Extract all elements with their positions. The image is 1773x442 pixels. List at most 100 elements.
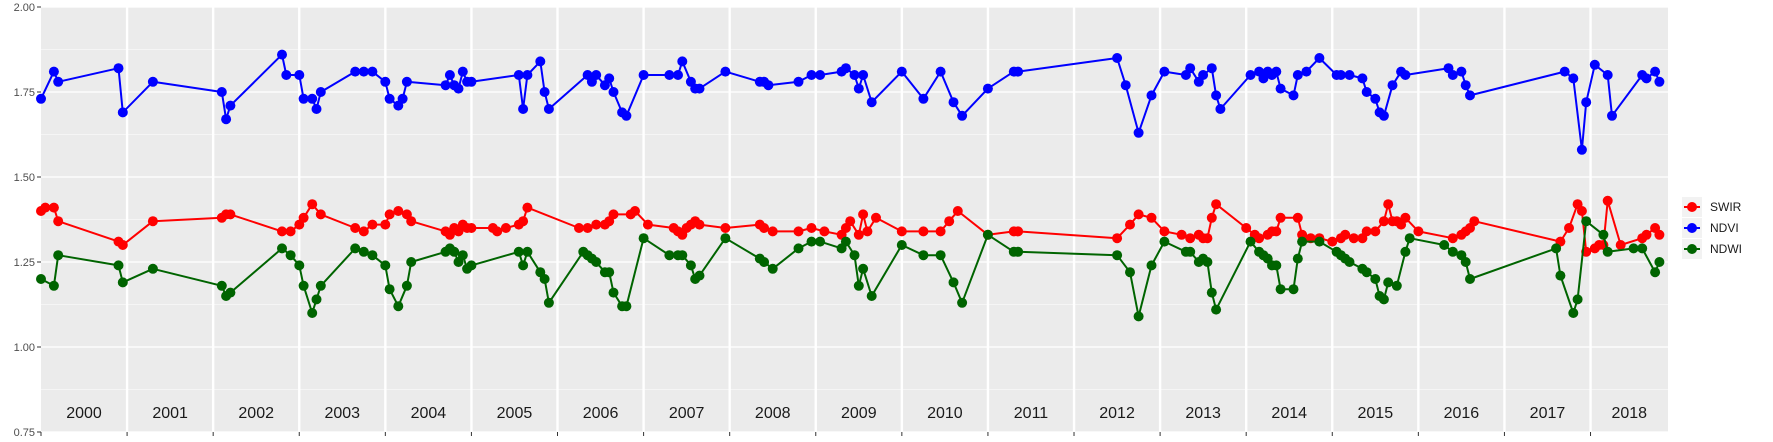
swir-point — [147, 216, 158, 227]
ndwi-point — [1551, 243, 1562, 254]
ndwi-point — [1288, 284, 1299, 295]
swir-point — [862, 226, 873, 237]
swir-point — [1602, 195, 1613, 206]
ndwi-point — [858, 263, 869, 274]
ndvi-point — [36, 93, 46, 104]
year-label: 2012 — [1099, 405, 1135, 422]
swir-point — [918, 226, 929, 237]
ndvi-point — [806, 70, 817, 80]
ndvi-point — [935, 66, 946, 77]
ndvi-point — [1568, 73, 1579, 84]
swir-point — [225, 209, 236, 220]
year-label: 2018 — [1611, 405, 1647, 422]
ndvi-point — [1120, 80, 1131, 91]
swir-point — [1112, 233, 1123, 244]
ndwi-point — [621, 301, 632, 312]
ndwi-point — [384, 284, 395, 295]
y-tick-label: 2.00 — [14, 2, 35, 14]
ndwi-point — [948, 277, 959, 288]
swir-point — [406, 216, 417, 227]
swir-point — [298, 212, 309, 223]
swir-point — [1447, 233, 1458, 244]
ndwi-point — [1206, 287, 1217, 298]
ndvi-point — [1559, 66, 1570, 77]
swir-point — [1254, 233, 1265, 244]
ndvi-point — [982, 83, 993, 94]
ndwi-point — [1404, 233, 1415, 244]
ndvi-point — [1159, 66, 1170, 77]
swir-point — [1400, 212, 1411, 223]
swir-point — [1348, 233, 1359, 244]
ndvi-point — [543, 104, 554, 114]
ndvi-point — [350, 66, 361, 77]
ndvi-point — [225, 100, 236, 111]
swir-point — [819, 226, 830, 237]
ndvi-point — [147, 76, 158, 87]
swir-point — [350, 223, 361, 233]
ndvi-point — [1361, 87, 1372, 97]
swir-point — [1370, 226, 1381, 237]
y-tick-label: 1.50 — [14, 172, 35, 184]
ndvi-point — [1460, 80, 1471, 91]
ndvi-point — [1589, 59, 1600, 70]
ndwi-point — [1245, 236, 1256, 247]
ndvi-point — [866, 97, 877, 108]
ndwi-point — [285, 250, 296, 261]
ndwi-point — [1598, 229, 1609, 240]
swir-point — [380, 219, 391, 230]
ndwi-point — [406, 257, 417, 267]
ndwi-point — [1602, 246, 1613, 257]
swir-point — [518, 216, 529, 227]
ndvi-point — [1335, 70, 1346, 80]
ndwi-point — [1628, 243, 1639, 254]
swir-point — [1340, 229, 1351, 240]
swir-point — [1576, 206, 1587, 216]
ndvi-point — [664, 70, 675, 80]
ndvi-point — [518, 104, 529, 114]
ndvi-point — [1447, 70, 1458, 80]
ndvi-point — [1215, 104, 1226, 114]
ndvi-point — [1400, 70, 1411, 80]
ndwi-point — [853, 280, 864, 291]
swir-point — [608, 209, 619, 220]
swir-point — [522, 202, 533, 213]
ndwi-point — [522, 246, 533, 257]
year-label: 2001 — [152, 405, 188, 422]
y-tick-label: 1.00 — [14, 342, 35, 354]
ndwi-point — [1460, 257, 1471, 267]
ndvi-point — [298, 93, 309, 104]
ndvi-point — [1370, 93, 1381, 104]
swir-point — [845, 216, 856, 227]
ndwi-point — [918, 250, 929, 261]
ndwi-point — [466, 260, 477, 271]
swir-point — [853, 229, 864, 240]
ndwi-point — [935, 250, 946, 261]
swir-point — [944, 216, 955, 227]
ndwi-point — [518, 260, 529, 271]
ndvi-point — [539, 87, 550, 97]
swir-point — [285, 226, 296, 237]
ndwi-point — [513, 246, 524, 257]
ndwi-point — [1383, 277, 1394, 288]
swir-point — [358, 226, 369, 237]
ndwi-point — [591, 257, 602, 267]
year-label: 2013 — [1185, 405, 1221, 422]
ndwi-point — [380, 260, 391, 271]
ndwi-point — [1013, 246, 1024, 257]
ndwi-point — [294, 260, 305, 271]
year-label: 2000 — [66, 405, 102, 422]
y-tick-label: 0.75 — [14, 427, 35, 439]
ndvi-point — [117, 107, 128, 118]
ndwi-point — [48, 280, 59, 291]
ndvi-point — [1314, 53, 1325, 63]
ndwi-point — [1159, 236, 1170, 247]
ndvi-point — [621, 110, 632, 121]
swir-point — [935, 226, 946, 237]
ndwi-point — [866, 291, 877, 301]
ndvi-point — [1292, 70, 1303, 80]
swir-point — [642, 219, 653, 230]
ndvi-point — [522, 70, 533, 80]
ndvi-point — [1456, 66, 1467, 77]
ndvi-point — [608, 87, 619, 97]
ndwi-point — [113, 260, 124, 271]
